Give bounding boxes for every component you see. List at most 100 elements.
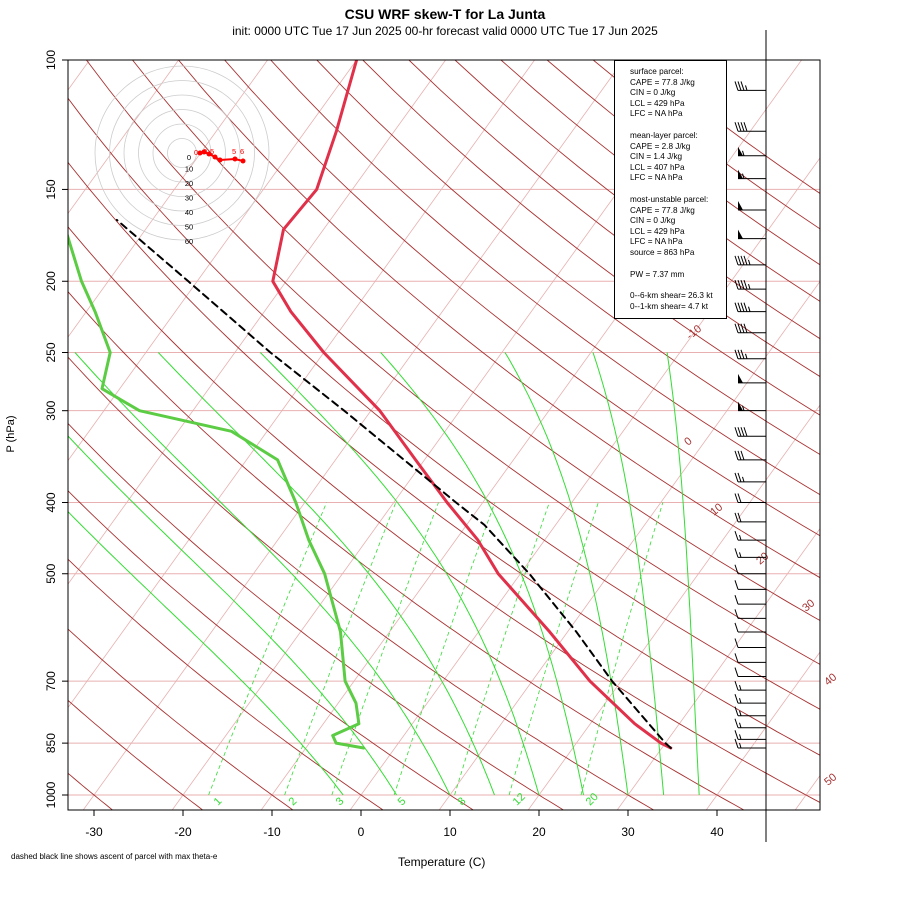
y-tick-label: 400 [44, 492, 58, 512]
wind-barb [734, 622, 766, 633]
wind-barb [734, 638, 766, 649]
barb-pennant [738, 169, 743, 179]
barb-full [740, 323, 745, 333]
moist-adiabat-line [259, 352, 540, 796]
ml-lcl: LCL = 407 hPa [630, 162, 685, 172]
wind-barbs [734, 30, 767, 842]
y-tick-label: 500 [44, 563, 58, 583]
mixing-ratio-line [454, 502, 550, 796]
mixing-ratio-label: 5 [396, 795, 409, 808]
y-tick-label: 200 [44, 271, 58, 291]
hodograph-ring-label: 20 [185, 179, 193, 188]
dry-adiabat-line [316, 60, 820, 456]
footnote: dashed black line shows ascent of parcel… [11, 852, 218, 861]
isotherm-line [438, 280, 820, 810]
barb-full [734, 730, 739, 740]
hodograph-ring [123, 94, 241, 212]
barb-full [734, 595, 739, 605]
x-tick-label: 10 [443, 825, 457, 839]
barb-full [734, 472, 739, 483]
dry-adiabat-line [362, 60, 820, 416]
hodograph-point [232, 156, 238, 162]
isotherm-label: -10 [684, 323, 704, 342]
wind-barb [734, 595, 766, 605]
barb-full [737, 122, 742, 132]
hodograph-ring [94, 65, 270, 241]
x-tick-label: 40 [710, 825, 724, 839]
dry-adiabat-line [270, 60, 820, 496]
barb-full [743, 427, 748, 437]
barb-full [734, 638, 739, 648]
surface-lfc: LFC = NA hPa [630, 109, 683, 119]
dry-adiabat-line [132, 60, 820, 622]
barb-full [740, 302, 745, 312]
barb-full [743, 255, 748, 266]
barb-pennant [738, 229, 743, 239]
hodograph-ring-label: 50 [185, 223, 193, 232]
wind-barb [734, 122, 766, 132]
barb-half [739, 552, 742, 558]
wind-barb [738, 229, 766, 240]
wind-barb [734, 738, 766, 749]
y-tick-label: 100 [44, 50, 58, 70]
hodograph-point-label: 5 [232, 147, 236, 156]
hodograph-ring-label: 0 [187, 153, 191, 162]
barb-full [740, 450, 745, 461]
dry-adiabat-line [408, 60, 820, 378]
barb-full [737, 255, 742, 266]
mixing-ratio-label: 2 [287, 795, 300, 808]
hodograph-point-label: 6 [240, 147, 244, 156]
barb-full [737, 323, 742, 333]
barb-full [734, 323, 739, 333]
barb-full [734, 609, 739, 619]
dry-adiabat-line [68, 422, 565, 810]
barb-full [734, 122, 739, 132]
barb-half [739, 742, 742, 749]
surface-cin: CIN = 0 J/kg [630, 88, 676, 98]
isotherm-line [794, 774, 820, 810]
wind-barb [734, 302, 766, 313]
hodograph-point [206, 151, 212, 157]
barb-full [734, 718, 739, 728]
barb-full [734, 81, 739, 91]
x-tick-label: -20 [174, 825, 192, 839]
wind-barb [734, 580, 766, 590]
x-tick-label: -10 [263, 825, 281, 839]
isotherm-line [527, 404, 820, 810]
ml-cape: CAPE = 2.8 J/kg [630, 141, 691, 151]
barb-full [743, 323, 748, 333]
hodograph-point [212, 154, 218, 160]
dry-adiabat-line [68, 161, 820, 756]
mixing-ratio-line [508, 502, 599, 796]
x-axis-label: Temperature (C) [398, 855, 486, 869]
precipitable-water: PW = 7.37 mm [630, 269, 685, 279]
barb-half [748, 283, 751, 290]
hodograph-ring-label: 30 [185, 194, 193, 203]
isotherm-line [349, 157, 820, 810]
hodograph-point-label: 0 [194, 148, 198, 157]
isotherm-line [68, 60, 446, 585]
barb-full [743, 122, 748, 132]
isotherm-label: 40 [822, 671, 839, 688]
barb-full [734, 493, 739, 503]
moist-adiabat-line [380, 352, 584, 796]
isotherm-label: 30 [800, 597, 817, 614]
barb-full [737, 427, 742, 437]
barb-half [739, 684, 742, 691]
barb-half [739, 734, 742, 740]
wind-barb [734, 706, 766, 717]
dry-adiabat-line [68, 226, 820, 803]
wind-barb [734, 609, 766, 619]
mu-cin: CIN = 0 J/kg [630, 216, 676, 226]
barb-pennant [738, 201, 743, 211]
mu-parcel-header: most-unstable parcel: [630, 194, 709, 204]
hodograph-ring [138, 109, 226, 197]
barb-half [745, 85, 748, 91]
dry-adiabat-line [68, 97, 820, 710]
isotherm-line [0, 60, 1, 811]
x-tick-label: 0 [358, 825, 365, 839]
barb-full [734, 564, 739, 574]
y-tick-label: 150 [44, 179, 58, 199]
